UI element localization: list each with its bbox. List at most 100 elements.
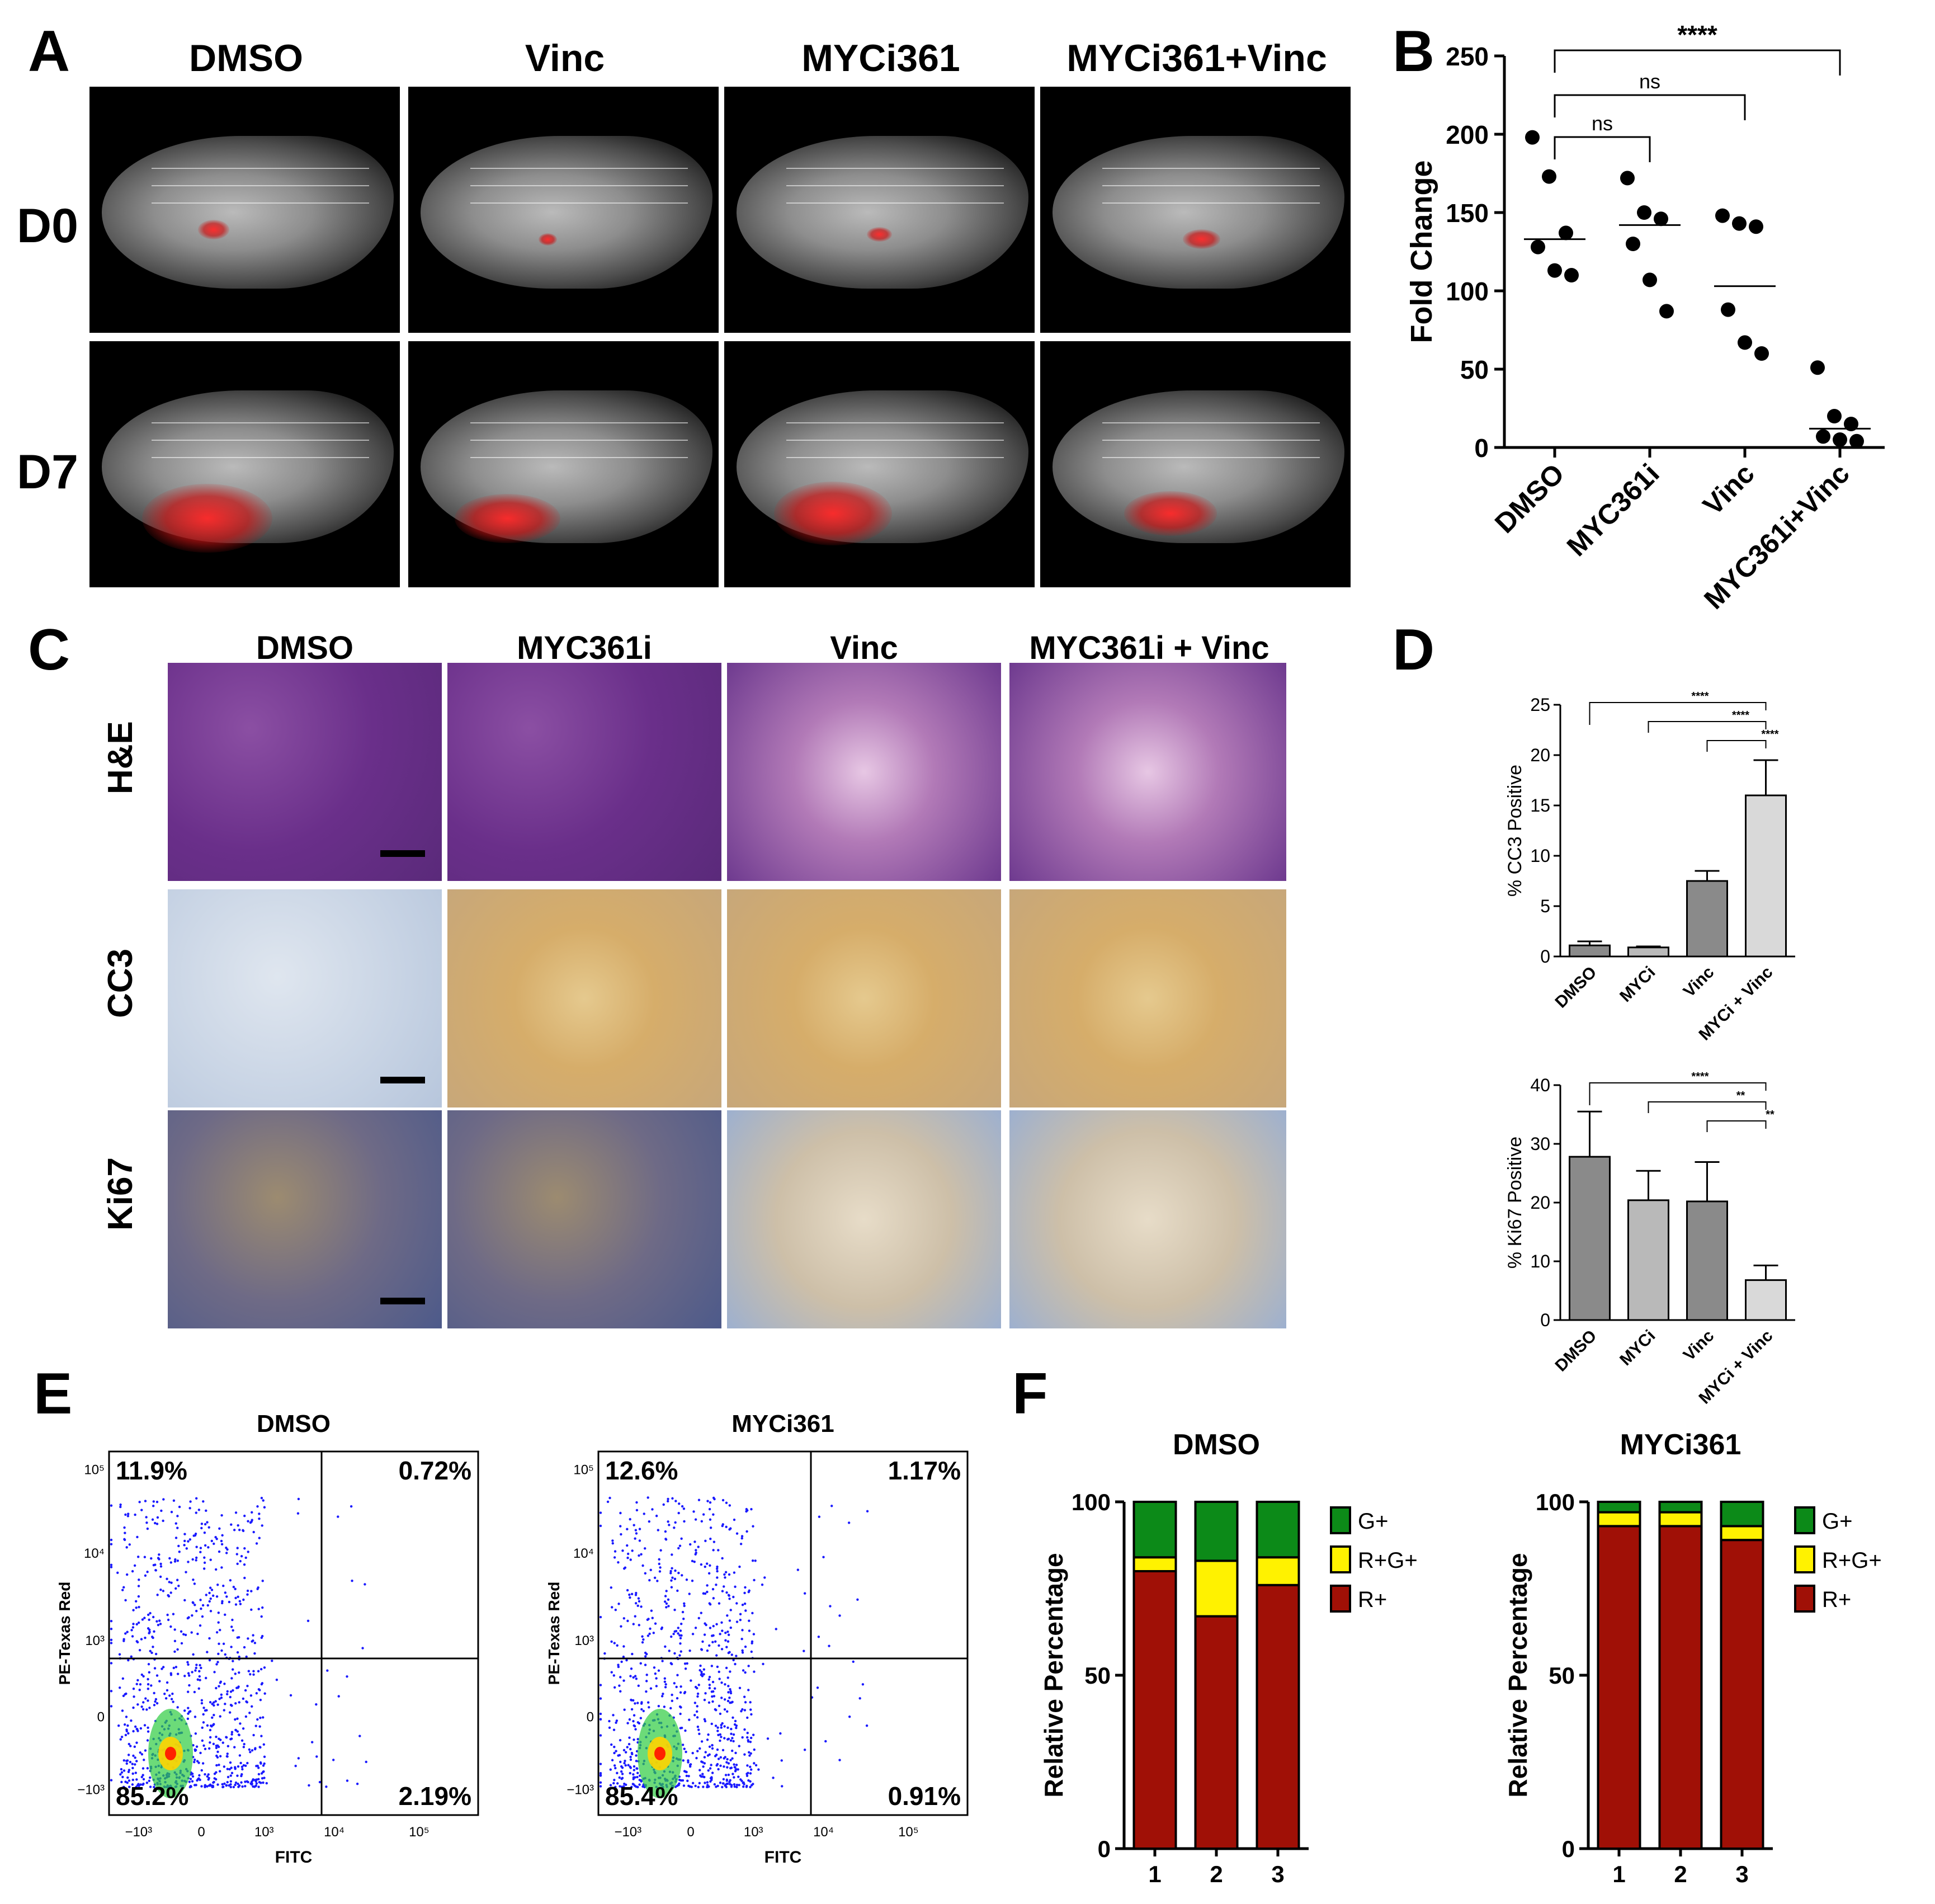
event-dot: [197, 1761, 200, 1764]
event-dot: [122, 1586, 125, 1589]
event-dot: [818, 1515, 821, 1518]
event-dot: [612, 1782, 615, 1785]
event-dot: [315, 1703, 318, 1706]
event-dot: [644, 1572, 647, 1575]
event-dot: [695, 1551, 697, 1554]
event-dot: [211, 1784, 214, 1787]
event-dot: [730, 1732, 733, 1736]
event-dot: [192, 1534, 195, 1537]
event-dot: [632, 1623, 635, 1625]
event-dot: [152, 1500, 155, 1503]
event-dot: [630, 1785, 633, 1788]
event-dot: [613, 1779, 616, 1782]
event-dot: [110, 1628, 113, 1630]
event-dot: [259, 1782, 262, 1784]
y-tick-label: 50: [1084, 1662, 1111, 1689]
event-dot: [726, 1710, 729, 1713]
event-dot: [715, 1567, 719, 1570]
event-dot: [644, 1547, 646, 1550]
event-dot: [153, 1704, 156, 1707]
event-dot: [191, 1558, 194, 1561]
significance-bracket: ****: [1706, 728, 1779, 752]
event-dot: [174, 1666, 178, 1669]
event-dot: [696, 1705, 699, 1708]
event-dot: [723, 1708, 726, 1711]
event-dot: [719, 1764, 722, 1768]
event-dot: [744, 1586, 747, 1589]
event-dot: [128, 1785, 131, 1788]
event-dot: [719, 1633, 721, 1636]
histology-image-cc3: [447, 889, 721, 1107]
event-dot: [202, 1721, 205, 1724]
event-dot: [238, 1754, 242, 1757]
event-dot: [229, 1579, 232, 1582]
event-dot: [133, 1564, 136, 1567]
event-dot: [707, 1572, 711, 1575]
event-dot: [638, 1539, 641, 1542]
event-dot: [216, 1583, 219, 1586]
panel-c-letter: C: [28, 618, 70, 682]
fish-image: [89, 87, 400, 333]
significance-bracket: ****: [1648, 709, 1767, 733]
event-dot: [671, 1693, 673, 1696]
event-dot: [670, 1662, 673, 1666]
event-dot: [610, 1671, 613, 1674]
event-dot: [198, 1774, 201, 1777]
event-dot: [217, 1611, 220, 1614]
event-dot: [260, 1615, 263, 1618]
event-dot: [709, 1526, 712, 1529]
event-dot: [700, 1740, 704, 1743]
event-dot: [211, 1716, 214, 1719]
event-dot: [763, 1576, 766, 1579]
event-dot: [195, 1663, 198, 1666]
event-dot: [729, 1766, 732, 1770]
event-dot: [749, 1780, 752, 1783]
event-dot: [172, 1499, 176, 1502]
event-dot: [725, 1779, 729, 1782]
event-dot: [196, 1632, 199, 1636]
event-dot: [671, 1699, 674, 1703]
y-tick-label: 100: [1072, 1489, 1111, 1515]
event-dot: [225, 1546, 228, 1549]
event-dot: [318, 1780, 322, 1784]
event-dot: [803, 1749, 806, 1751]
event-dot: [120, 1736, 124, 1738]
event-dot: [720, 1696, 723, 1699]
event-dot: [629, 1596, 631, 1599]
event-dot: [743, 1783, 745, 1785]
event-dot: [237, 1524, 239, 1527]
event-dot: [709, 1538, 712, 1540]
event-dot: [677, 1632, 679, 1635]
event-dot: [630, 1592, 634, 1596]
event-dot: [224, 1653, 226, 1656]
event-dot: [747, 1689, 750, 1691]
event-dot: [177, 1544, 180, 1548]
event-dot: [634, 1529, 638, 1531]
event-dot: [663, 1680, 667, 1683]
event-dot: [695, 1549, 697, 1552]
event-dot: [750, 1650, 753, 1653]
event-dot: [188, 1507, 191, 1510]
event-dot: [699, 1664, 702, 1667]
event-dot: [614, 1609, 617, 1611]
event-dot: [226, 1768, 229, 1770]
event-dot: [721, 1722, 724, 1725]
event-dot: [230, 1704, 233, 1707]
event-dot: [657, 1704, 660, 1708]
fish-image: [724, 341, 1035, 587]
event-dot: [683, 1520, 686, 1523]
quadrant-lower-left: 85.4%: [605, 1782, 678, 1811]
data-point: [1738, 335, 1752, 350]
significance-label: ****: [1691, 1071, 1709, 1083]
event-dot: [110, 1563, 113, 1567]
event-dot: [683, 1662, 687, 1665]
event-dot: [237, 1783, 239, 1785]
event-dot: [127, 1512, 130, 1515]
fish-stripe: [1102, 440, 1320, 441]
event-dot: [258, 1512, 261, 1515]
event-dot: [173, 1560, 177, 1563]
event-dot: [692, 1510, 695, 1513]
event-dot: [123, 1526, 126, 1529]
y-tick-label: −10³: [77, 1783, 105, 1798]
